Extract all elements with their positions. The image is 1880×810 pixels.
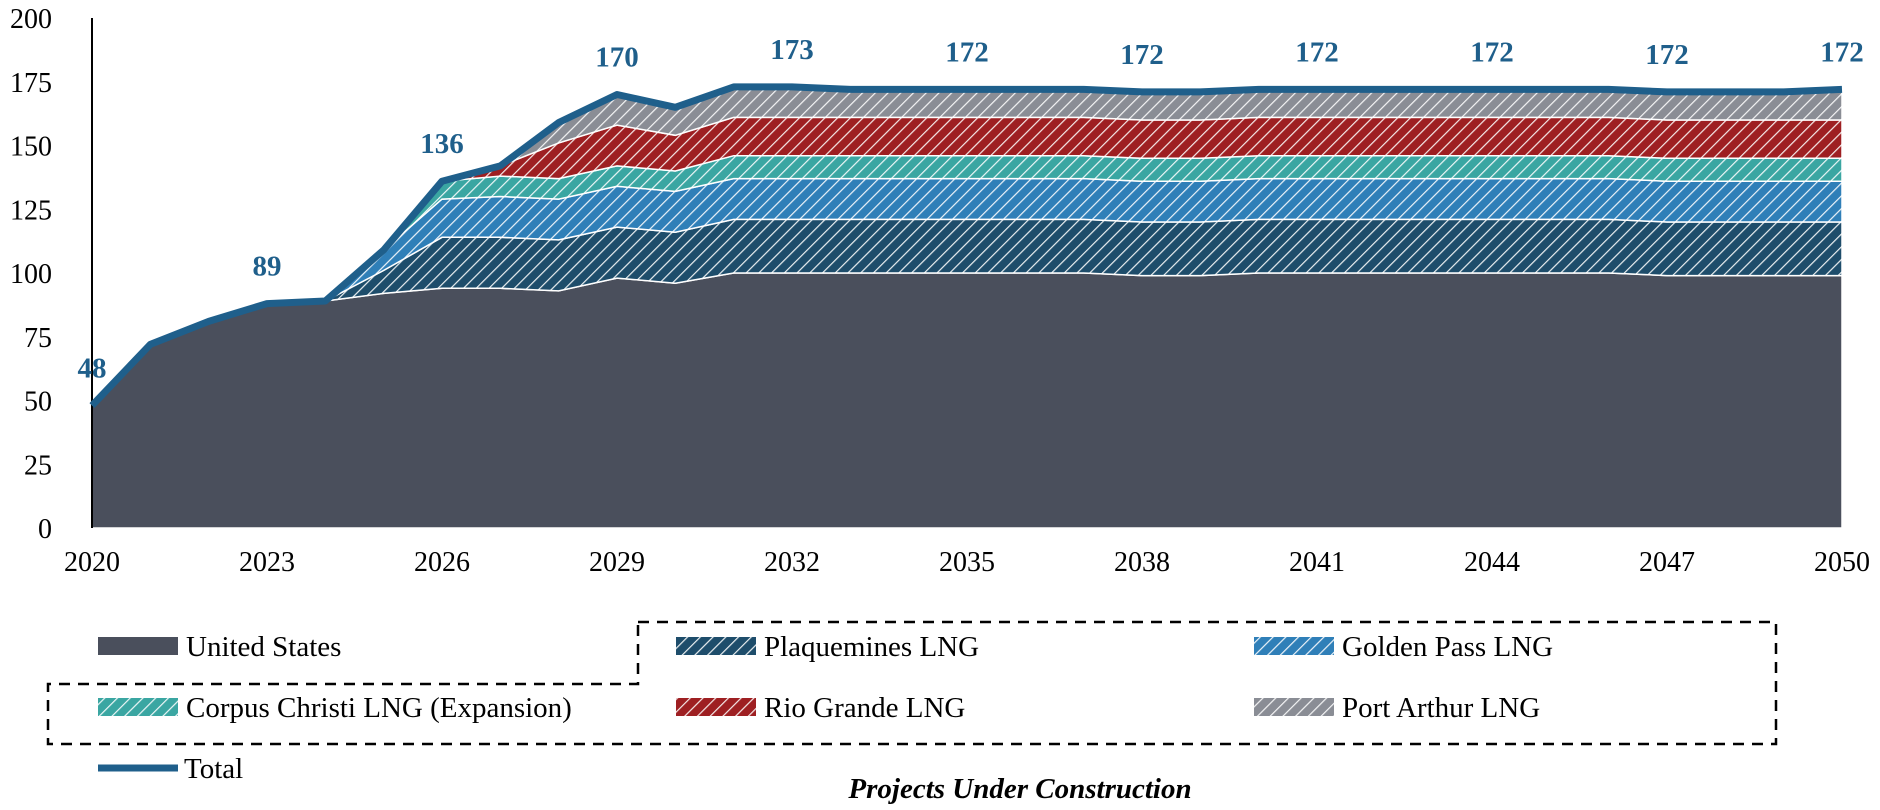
data-label: 48 <box>78 353 107 385</box>
y-tick-label: 0 <box>38 514 52 545</box>
legend-swatch-united-states <box>98 637 178 655</box>
data-label: 170 <box>595 42 639 74</box>
x-tick-label: 2029 <box>589 547 645 578</box>
y-tick-label: 50 <box>24 387 52 418</box>
x-tick-label: 2023 <box>239 547 295 578</box>
x-tick-label: 2032 <box>764 547 820 578</box>
legend-swatch-corpus-christi-lng-expansion <box>98 698 178 716</box>
legend-swatch-port-arthur-lng <box>1254 698 1334 716</box>
axes: 0 25 50 75 100 125 150 175 200 2020 2023 2026 2029 20… <box>10 4 1870 578</box>
legend-swatch-rio-grande-lng <box>676 698 756 716</box>
legend-label-united-states: United States <box>186 631 341 663</box>
x-tick-label: 2047 <box>1639 547 1695 578</box>
data-label: 172 <box>1820 36 1864 68</box>
data-label: 172 <box>1645 39 1689 71</box>
x-tick-label: 2038 <box>1114 547 1170 578</box>
data-labels: 48 89 136 170 173 172 172 172 172 172 172 <box>78 34 1864 385</box>
legend-group-caption: Projects Under Construction <box>847 773 1191 805</box>
x-tick-label: 2041 <box>1289 547 1345 578</box>
data-label: 173 <box>770 34 814 66</box>
legend-label-corpus-christi-lng-expansion: Corpus Christi LNG (Expansion) <box>186 692 572 724</box>
y-tick-label: 125 <box>10 195 52 226</box>
area-united-states <box>91 272 1843 529</box>
x-tick-label: 2035 <box>939 547 995 578</box>
legend-group-outline <box>46 620 1778 746</box>
x-tick-label: 2020 <box>64 547 120 578</box>
legend-label-golden-pass-lng: Golden Pass LNG <box>1342 631 1553 663</box>
y-tick-label: 25 <box>24 450 52 481</box>
y-tick-label: 200 <box>10 4 52 35</box>
y-tick-label: 150 <box>10 132 52 163</box>
stacked-areas <box>91 86 1843 529</box>
legend-label-plaquemines-lng: Plaquemines LNG <box>764 631 979 663</box>
total-series <box>89 83 1843 409</box>
legend-label-port-arthur-lng: Port Arthur LNG <box>1342 692 1540 724</box>
data-label: 172 <box>1120 39 1164 71</box>
data-label: 136 <box>420 128 464 160</box>
y-tick-label: 75 <box>24 323 52 354</box>
legend-swatch-plaquemines-lng <box>676 637 756 655</box>
data-label: 172 <box>1470 36 1514 68</box>
legend-swatch-golden-pass-lng <box>1254 637 1334 655</box>
y-tick-label: 175 <box>10 68 52 99</box>
data-label: 172 <box>1295 36 1339 68</box>
data-label: 89 <box>253 251 282 283</box>
y-tick-label: 100 <box>10 259 52 290</box>
x-tick-label: 2026 <box>414 547 470 578</box>
data-label: 172 <box>945 36 989 68</box>
x-tick-label: 2050 <box>1814 547 1870 578</box>
total-line <box>89 83 1843 409</box>
legend-label-total: Total <box>184 753 243 785</box>
legend: United States Plaquemines LNG Golden Pass … <box>46 620 1778 805</box>
legend-label-rio-grande-lng: Rio Grande LNG <box>764 692 965 724</box>
x-tick-label: 2044 <box>1464 547 1520 578</box>
